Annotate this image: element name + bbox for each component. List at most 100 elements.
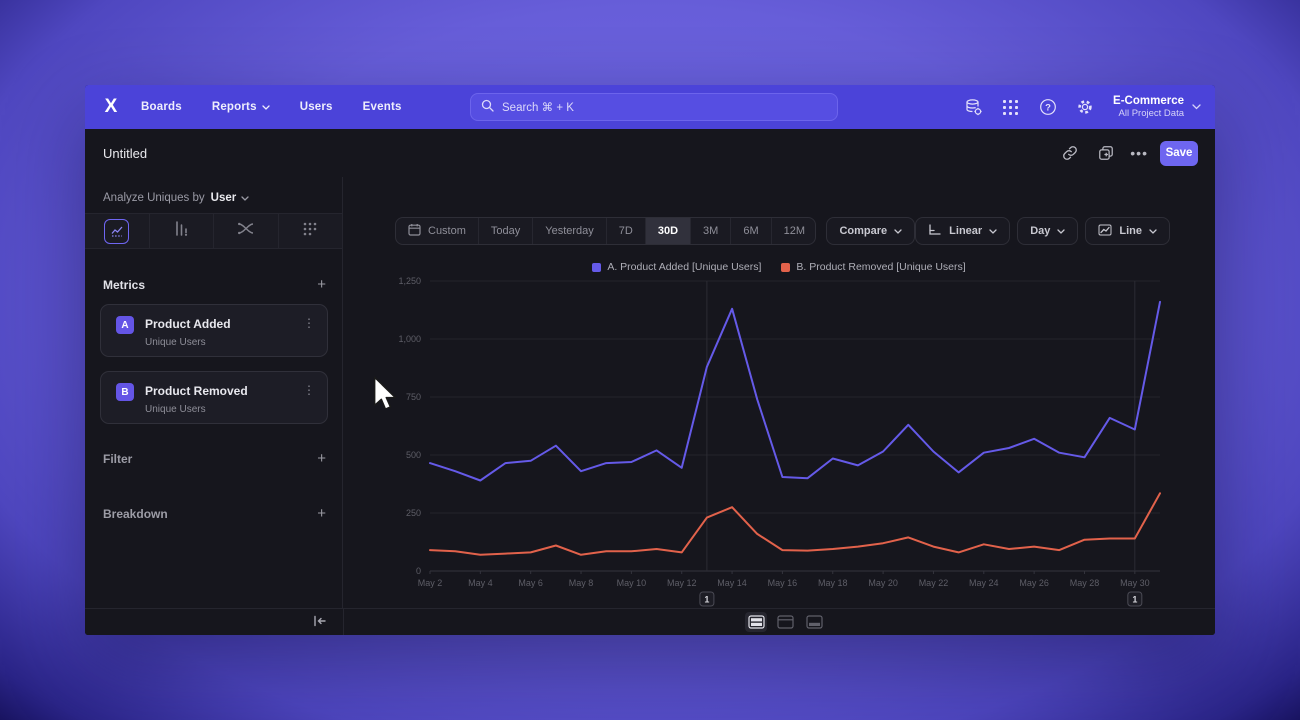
metric-card-a[interactable]: A Product Added ⋮ Unique Users — [100, 304, 328, 357]
project-selector[interactable]: E-Commerce All Project Data — [1113, 95, 1201, 120]
link-icon[interactable] — [1058, 141, 1082, 165]
svg-text:May 30: May 30 — [1120, 578, 1150, 588]
scale-dropdown[interactable]: Linear — [915, 217, 1011, 245]
chevron-down-icon — [1192, 104, 1201, 110]
chevron-down-icon — [1057, 228, 1066, 234]
svg-text:May 14: May 14 — [717, 578, 747, 588]
svg-text:?: ? — [1045, 103, 1051, 114]
chart-type-dropdown[interactable]: Line — [1085, 217, 1170, 245]
svg-text:May 6: May 6 — [518, 578, 543, 588]
report-type-tabs — [85, 213, 342, 249]
chevron-down-icon — [262, 104, 270, 110]
svg-text:May 2: May 2 — [418, 578, 443, 588]
svg-text:May 24: May 24 — [969, 578, 999, 588]
bar-chart-icon — [173, 220, 190, 242]
legend-item-b[interactable]: B. Product Removed [Unique Users] — [781, 261, 966, 273]
svg-text:May 26: May 26 — [1019, 578, 1049, 588]
chart-only-view-icon[interactable] — [774, 612, 796, 632]
calendar-icon — [408, 223, 421, 239]
series-b-swatch — [781, 262, 791, 272]
svg-text:May 18: May 18 — [818, 578, 848, 588]
svg-text:0: 0 — [416, 566, 421, 576]
duplicate-icon[interactable] — [1094, 141, 1118, 165]
metric-options-kebab-icon[interactable]: ⋮ — [303, 316, 315, 330]
insights-chart-icon — [104, 218, 130, 244]
metric-subtype[interactable]: Unique Users — [145, 337, 206, 348]
metric-name: Product Removed — [145, 384, 248, 398]
range-30d-selected[interactable]: 30D — [644, 218, 691, 244]
svg-text:May 20: May 20 — [868, 578, 898, 588]
range-today[interactable]: Today — [477, 218, 532, 244]
metric-subtype[interactable]: Unique Users — [145, 404, 206, 415]
range-6m[interactable]: 6M — [730, 218, 770, 244]
range-3m[interactable]: 3M — [690, 218, 730, 244]
tab-funnels[interactable] — [148, 214, 214, 248]
report-title[interactable]: Untitled — [103, 145, 148, 161]
nav-item-reports[interactable]: Reports — [212, 101, 270, 113]
range-7d[interactable]: 7D — [605, 218, 645, 244]
line-chart[interactable]: 0 250 500 750 1,000 1,250 May 2 May 4 May 6 May 8… — [343, 270, 1215, 608]
app-window: X Boards Reports Users Events Search ⌘ +… — [85, 85, 1215, 635]
chevron-down-icon — [1149, 228, 1157, 234]
flows-icon — [237, 221, 255, 241]
tab-insights[interactable] — [85, 214, 149, 248]
help-icon[interactable]: ? — [1029, 85, 1066, 129]
apps-grid-icon[interactable] — [992, 85, 1029, 129]
top-nav: X Boards Reports Users Events Search ⌘ +… — [85, 85, 1215, 129]
project-subtitle: All Project Data — [1118, 107, 1184, 119]
metric-name: Product Added — [145, 317, 231, 331]
table-only-view-icon[interactable] — [803, 612, 825, 632]
add-filter-button[interactable]: + — [317, 450, 326, 467]
filter-header: Filter — [103, 452, 133, 466]
range-12m[interactable]: 12M — [770, 218, 816, 244]
report-title-bar: Untitled ••• Save — [85, 129, 1215, 177]
svg-text:May 8: May 8 — [569, 578, 594, 588]
nav-item-boards[interactable]: Boards — [141, 101, 182, 113]
analyze-uniques-selector[interactable]: Analyze Uniques by User — [103, 185, 249, 211]
svg-text:1,250: 1,250 — [398, 276, 421, 286]
chevron-down-icon — [241, 195, 249, 201]
nav-item-users[interactable]: Users — [299, 101, 333, 113]
tab-flows[interactable] — [213, 214, 278, 248]
analyze-prefix-label: Analyze Uniques by — [103, 192, 205, 204]
svg-text:250: 250 — [406, 508, 421, 518]
metrics-header: Metrics — [103, 278, 146, 292]
mixpanel-logo-icon[interactable]: X — [104, 96, 118, 117]
save-button[interactable]: Save — [1160, 140, 1198, 166]
chart-legend: A. Product Added [Unique Users] B. Produ… — [343, 261, 1215, 273]
metric-badge: A — [116, 316, 134, 334]
svg-text:1,000: 1,000 — [398, 334, 421, 344]
interval-dropdown[interactable]: Day — [1017, 217, 1079, 245]
nav-item-events[interactable]: Events — [362, 101, 402, 113]
svg-text:May 22: May 22 — [919, 578, 949, 588]
svg-text:1: 1 — [1132, 595, 1137, 605]
tab-retention[interactable] — [277, 214, 343, 248]
linear-axis-icon — [928, 223, 942, 239]
more-ellipsis-icon[interactable]: ••• — [1130, 145, 1148, 161]
date-range-segmented-control: Custom Today Yesterday 7D 30D 3M 6M 12M — [395, 217, 817, 245]
series-a-swatch — [592, 262, 602, 272]
search-placeholder: Search ⌘ + K — [502, 102, 574, 114]
chart-and-table-view-icon[interactable] — [745, 612, 767, 632]
range-custom[interactable]: Custom — [396, 218, 478, 244]
collapse-sidebar-icon[interactable] — [313, 614, 1197, 627]
compare-button[interactable]: Compare — [826, 217, 916, 245]
search-input[interactable]: Search ⌘ + K — [470, 93, 838, 121]
svg-text:May 12: May 12 — [667, 578, 697, 588]
svg-text:750: 750 — [406, 392, 421, 402]
add-metric-button[interactable]: + — [317, 276, 326, 293]
data-management-icon[interactable] — [955, 85, 992, 129]
view-toggles — [745, 612, 825, 632]
svg-text:May 16: May 16 — [768, 578, 798, 588]
legend-item-a[interactable]: A. Product Added [Unique Users] — [592, 261, 761, 273]
settings-gear-icon[interactable] — [1066, 85, 1103, 129]
svg-text:May 10: May 10 — [617, 578, 647, 588]
chevron-down-icon — [894, 228, 902, 234]
svg-text:May 28: May 28 — [1070, 578, 1100, 588]
add-breakdown-button[interactable]: + — [317, 505, 326, 522]
range-yesterday[interactable]: Yesterday — [532, 218, 606, 244]
metric-card-b[interactable]: B Product Removed ⋮ Unique Users — [100, 371, 328, 424]
chart-panel: Custom Today Yesterday 7D 30D 3M 6M 12M … — [343, 177, 1215, 608]
metric-options-kebab-icon[interactable]: ⋮ — [303, 383, 315, 397]
query-builder-sidebar: Analyze Uniques by User Metrics — [85, 177, 343, 608]
